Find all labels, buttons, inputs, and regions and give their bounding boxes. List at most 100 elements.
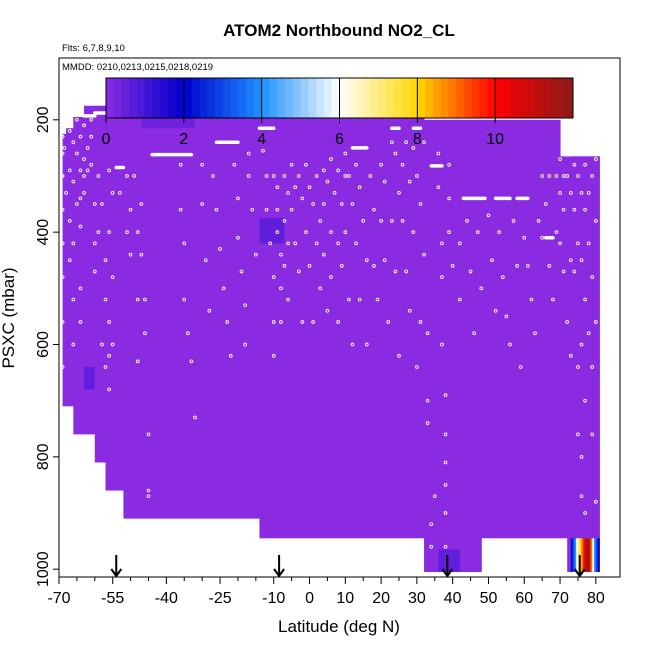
sample-point [286,297,290,302]
sample-point [296,174,301,178]
sample-point [246,151,251,156]
sample-point [583,207,587,212]
sample-point [146,432,151,437]
sample-point [89,162,94,167]
sample-point [275,207,280,212]
sample-point [343,151,348,156]
sample-point [75,202,79,206]
sample-point [357,297,362,302]
sample-point [590,365,595,369]
sample-point [261,148,265,153]
sample-point [508,342,512,347]
sample-point [200,202,205,206]
sample-point [321,202,326,206]
colorbar-cell [160,78,169,118]
sample-point [447,196,451,201]
colorbar-cells [106,78,574,118]
colorbar-cell [246,78,255,118]
heatmap-cell [123,105,142,519]
sample-point [268,241,273,246]
sample-point [389,140,394,145]
sample-point [440,241,444,246]
sample-point [232,162,237,167]
colorbar-cell [347,78,356,118]
sample-point [107,387,111,392]
heatmap-cell [284,105,325,539]
sample-point [132,174,137,178]
colorbar-cell [409,78,418,118]
sample-point [218,247,222,251]
colorbar-cell [269,78,278,118]
sample-point [593,157,598,161]
sample-point [422,140,426,145]
colorbar-cell [471,78,480,118]
colorbar-cell [557,78,566,118]
sample-point [304,230,308,234]
colorbar-cell [355,78,364,118]
sample-point [71,179,76,184]
sample-point [67,129,72,133]
sample-point [593,320,598,324]
sample-point [332,190,337,195]
hotspot-cell [576,538,579,572]
heatmap-cell [456,119,482,572]
sample-point [325,179,330,184]
x-tick-label: 50 [480,590,498,607]
sample-point [314,241,319,246]
sample-point [139,252,144,257]
sample-point [78,168,83,173]
sample-point [443,511,448,515]
sample-point [568,258,573,263]
sample-point [321,252,326,257]
heatmap-cell [141,105,196,519]
colorbar-cell [448,78,457,118]
y-tick-label: 800 [35,443,52,470]
sample-point [583,297,587,302]
sample-point [250,207,255,212]
colorbar-cell [176,78,185,118]
sample-point [443,460,448,465]
colorbar-cell [113,78,122,118]
sample-point [236,196,240,201]
sample-point [558,190,562,195]
sample-point [225,320,230,324]
sample-point [103,365,108,369]
heatmap-patch [438,549,460,572]
colorbar-cell [168,78,177,118]
sample-point [425,331,430,336]
sample-point [107,168,111,173]
colorbar-cell [495,78,504,118]
colorbar-cell [362,78,372,118]
sample-point [411,230,416,234]
sample-point [357,185,362,190]
sample-point [110,275,115,279]
sample-point [558,241,562,246]
hotspot-cell [583,538,586,572]
sample-point [60,275,65,279]
sample-point [275,185,280,190]
sample-point [418,320,423,324]
sample-point [343,174,348,178]
sample-point [128,207,133,212]
sample-point [400,162,405,167]
hotspot-cell [594,538,597,572]
sample-point [300,320,305,324]
sample-point [382,258,387,263]
sample-point [547,174,552,178]
sample-point [60,151,65,156]
sample-point [293,241,298,246]
sample-point [368,174,373,178]
sample-point [135,297,140,302]
colorbar-cell [106,78,115,118]
sample-point [67,258,72,263]
sample-point [89,117,94,122]
sample-point [354,162,358,167]
heatmap-layer [62,105,600,572]
colorbar-cell [526,78,535,118]
sample-point [107,230,111,234]
colorbar-cell [401,78,410,118]
x-tick-label: 40 [444,590,462,607]
colorbar-cell [456,78,465,118]
sample-point [139,202,144,206]
colorbar-cell [238,78,247,118]
